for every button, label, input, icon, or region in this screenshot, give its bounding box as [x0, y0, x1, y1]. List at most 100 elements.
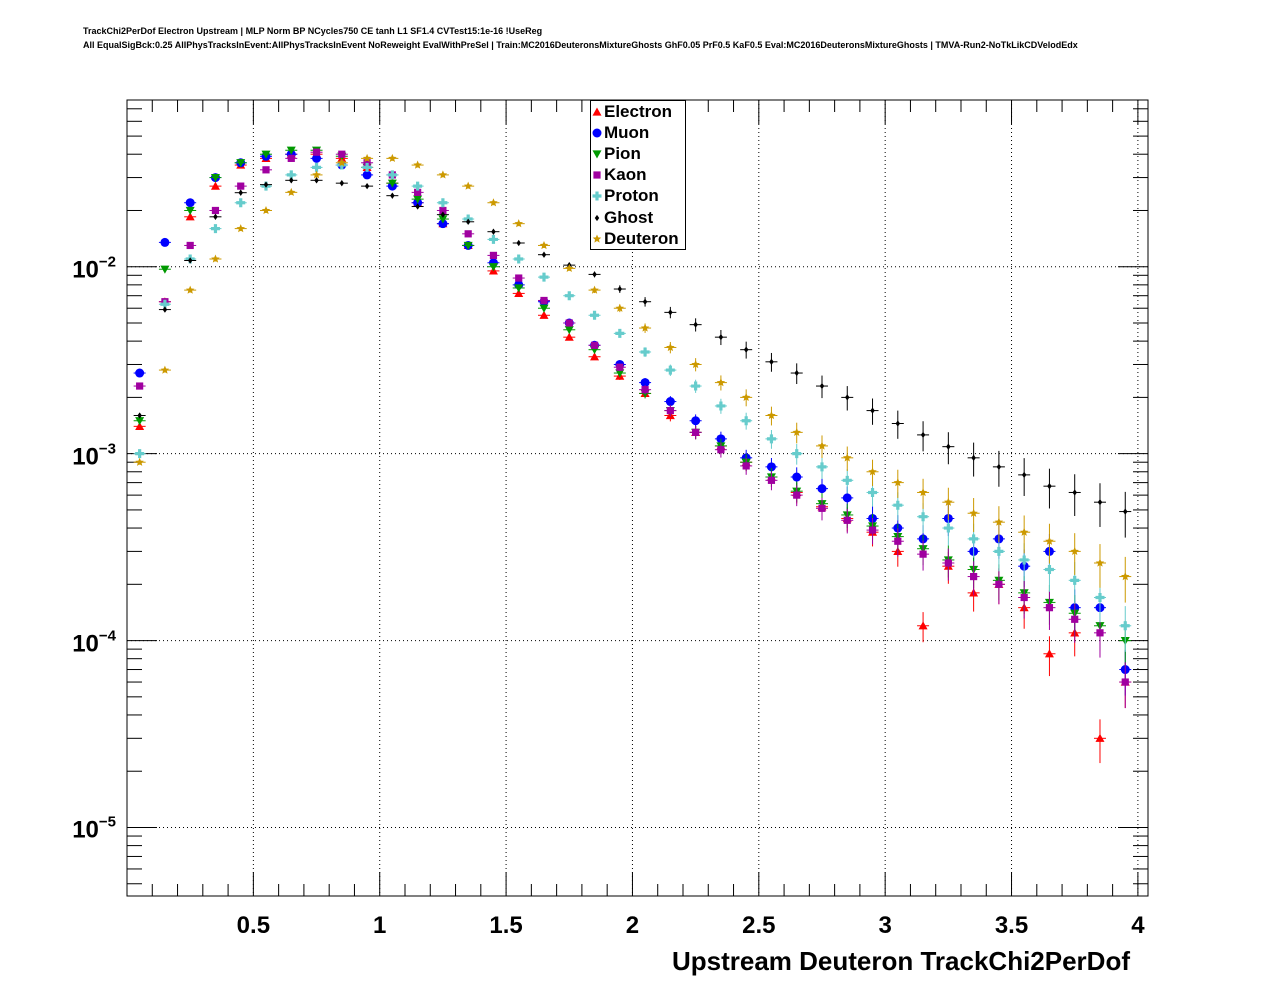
- marker-square: [767, 476, 776, 484]
- marker-star: [944, 497, 953, 506]
- marker-triangle-down: [615, 369, 625, 378]
- marker-diamond: [592, 271, 597, 278]
- marker-triangle-down: [488, 263, 498, 272]
- marker-triangle-down: [160, 265, 170, 274]
- marker-triangle-up: [185, 212, 195, 221]
- marker-square: [843, 516, 851, 524]
- marker-triangle-down: [236, 159, 246, 168]
- marker-diamond: [743, 346, 749, 353]
- marker-cross: [691, 381, 701, 391]
- marker-star: [1019, 527, 1029, 536]
- legend-entry-pion: Pion: [591, 143, 641, 164]
- marker-star: [741, 392, 751, 402]
- marker-diamond: [870, 407, 875, 414]
- marker-diamond: [1123, 508, 1128, 515]
- marker-diamond: [895, 420, 901, 427]
- marker-star: [438, 170, 448, 179]
- legend-marker-triangle-down-icon: [592, 150, 602, 159]
- series-proton: [133, 160, 1132, 652]
- y-tick-label: 10−4: [72, 627, 116, 658]
- marker-cross: [741, 416, 751, 426]
- marker-diamond: [491, 228, 496, 235]
- marker-circle: [185, 198, 195, 208]
- marker-square: [793, 491, 801, 499]
- marker-circle: [438, 219, 448, 229]
- marker-cross: [438, 198, 448, 208]
- marker-star: [615, 303, 625, 312]
- marker-triangle-up: [918, 621, 928, 630]
- marker-square: [287, 154, 295, 162]
- y-tick-label: 10−3: [72, 440, 116, 471]
- legend-label: Ghost: [604, 207, 654, 227]
- legend-entry-ghost: Ghost: [591, 207, 653, 228]
- marker-triangle-up: [592, 107, 602, 116]
- marker-diamond: [971, 454, 976, 461]
- marker-cross: [413, 181, 423, 191]
- series-deuteron: [133, 153, 1132, 603]
- marker-star: [1070, 546, 1079, 556]
- marker-cross: [312, 162, 322, 172]
- marker-star: [893, 478, 903, 487]
- legend-label: Pion: [604, 143, 641, 163]
- marker-diamond: [516, 239, 521, 247]
- marker-circle: [842, 493, 852, 503]
- marker-diamond: [263, 181, 269, 188]
- y-tick-label: 10−2: [72, 253, 116, 284]
- marker-cross: [539, 272, 549, 282]
- marker-diamond: [213, 213, 218, 220]
- marker-cross: [362, 162, 372, 172]
- marker-star: [312, 170, 321, 179]
- marker-cross: [918, 512, 928, 522]
- marker-triangle-down: [286, 146, 296, 155]
- marker-diamond: [1021, 471, 1027, 479]
- marker-square: [717, 446, 725, 454]
- marker-square: [590, 341, 599, 349]
- marker-star: [868, 467, 877, 476]
- marker-cross: [160, 299, 170, 309]
- marker-diamond: [541, 251, 547, 258]
- y-tick-exponent: −2: [98, 253, 116, 271]
- marker-diamond: [238, 189, 243, 196]
- marker-triangle-down: [564, 326, 574, 335]
- legend-entry-electron: Electron: [591, 101, 672, 122]
- marker-star: [994, 517, 1004, 526]
- marker-star: [135, 457, 144, 466]
- marker-triangle-down: [463, 241, 473, 250]
- marker-star: [767, 411, 776, 420]
- marker-triangle-down: [210, 173, 220, 183]
- marker-star: [969, 508, 978, 517]
- marker-cross: [592, 191, 602, 201]
- marker-square: [944, 559, 952, 567]
- marker-triangle-up: [210, 181, 220, 190]
- marker-star: [842, 453, 852, 462]
- chart-title-line-1: TrackChi2PerDof Electron Upstream | MLP …: [83, 26, 543, 36]
- legend-marker-square-icon: [593, 171, 601, 179]
- marker-triangle-down: [413, 195, 423, 204]
- marker-triangle-down: [539, 304, 549, 313]
- marker-circle: [766, 462, 776, 472]
- x-tick-label: 1.5: [489, 912, 523, 939]
- marker-star: [413, 160, 422, 169]
- marker-diamond: [289, 177, 294, 184]
- marker-cross: [488, 234, 498, 244]
- marker-triangle-down: [135, 417, 145, 426]
- marker-triangle-up: [1044, 649, 1054, 658]
- marker-star: [286, 187, 296, 197]
- marker-circle: [160, 237, 170, 247]
- marker-cross: [893, 500, 903, 510]
- marker-triangle-up: [135, 421, 145, 430]
- marker-star: [666, 342, 675, 352]
- chart-title-line-2: All EqualSigBck:0.25 AllPhysTracksInEven…: [83, 40, 1078, 50]
- marker-star: [1045, 536, 1054, 545]
- marker-star: [691, 359, 700, 369]
- series-kaon: [133, 148, 1132, 709]
- y-tick-base: 10: [72, 816, 99, 844]
- marker-square: [970, 572, 978, 581]
- y-tick-base: 10: [72, 256, 99, 284]
- marker-circle: [135, 368, 145, 378]
- marker-square: [439, 206, 447, 215]
- marker-diamond: [794, 369, 799, 377]
- x-tick-label: 1: [373, 912, 387, 939]
- x-axis-title: Upstream Deuteron TrackChi2PerDof: [671, 946, 1130, 976]
- x-tick-label: 2.5: [742, 912, 776, 939]
